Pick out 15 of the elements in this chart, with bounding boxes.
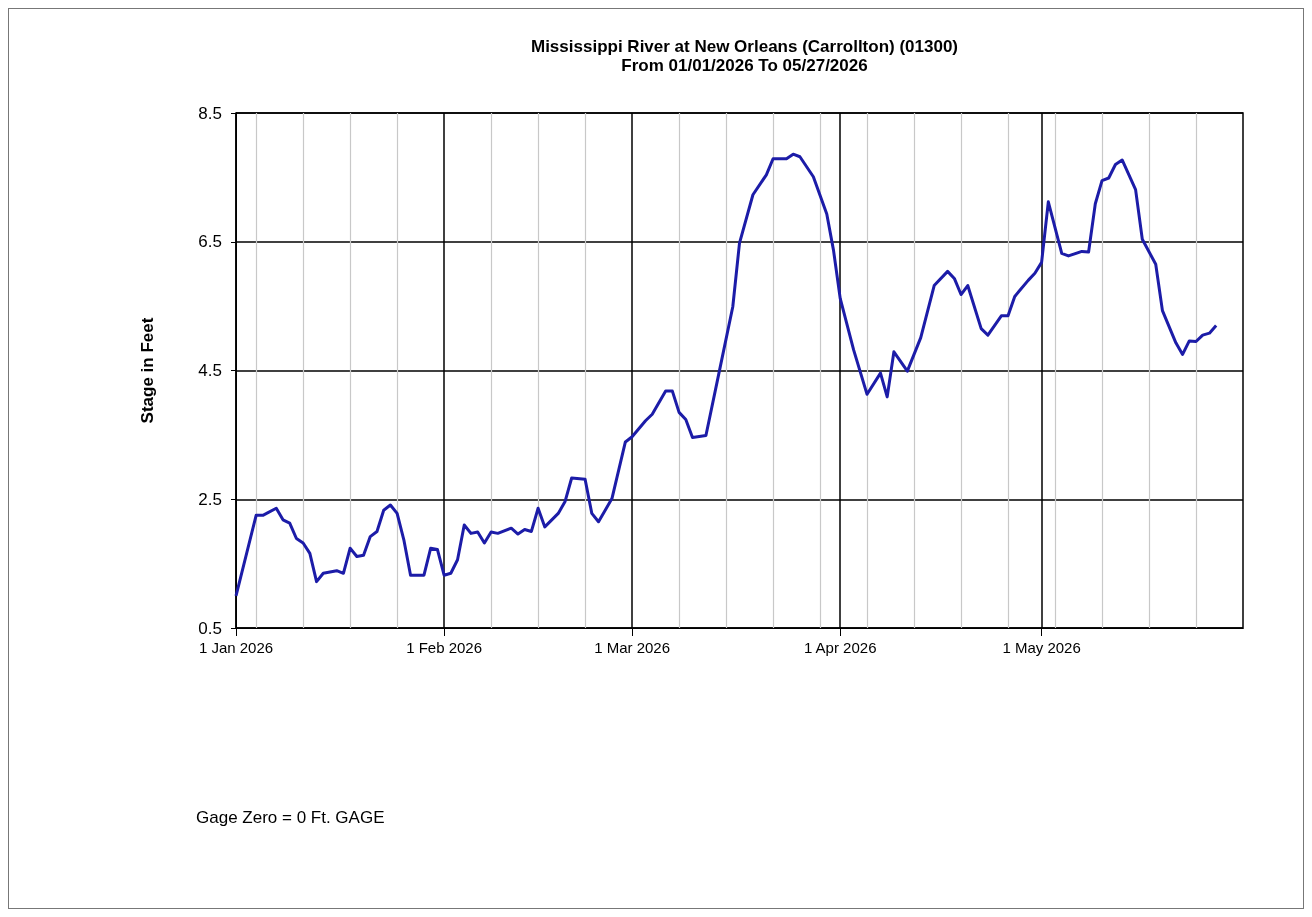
line-series	[234, 152, 1218, 598]
y-tick-label: 8.5	[198, 103, 222, 123]
y-tick-label: 6.5	[198, 232, 222, 252]
x-tick-label: 1 Jan 2026	[198, 639, 274, 656]
text: Gage Zero = 0 Ft. GAGE	[196, 808, 385, 827]
y-axis-title: Stage in Feet	[138, 317, 157, 424]
x-tick-label: 1 May 2026	[1002, 639, 1081, 656]
chart-subtitle: From 01/01/2026 To 05/27/2026	[621, 56, 868, 75]
y-tick-label: 4.5	[198, 361, 222, 380]
x-tick-label: 1 Mar 2026	[594, 639, 671, 656]
y-tick-label: 2.5	[198, 489, 222, 509]
x-tick-label: 1 Apr 2026	[803, 639, 877, 656]
x-tick-label: 1 Feb 2026	[406, 639, 483, 656]
chart-title: Mississippi River at New Orleans (Carrollton) (01300)	[530, 37, 959, 56]
y-tick-label: 0.5	[198, 618, 222, 638]
